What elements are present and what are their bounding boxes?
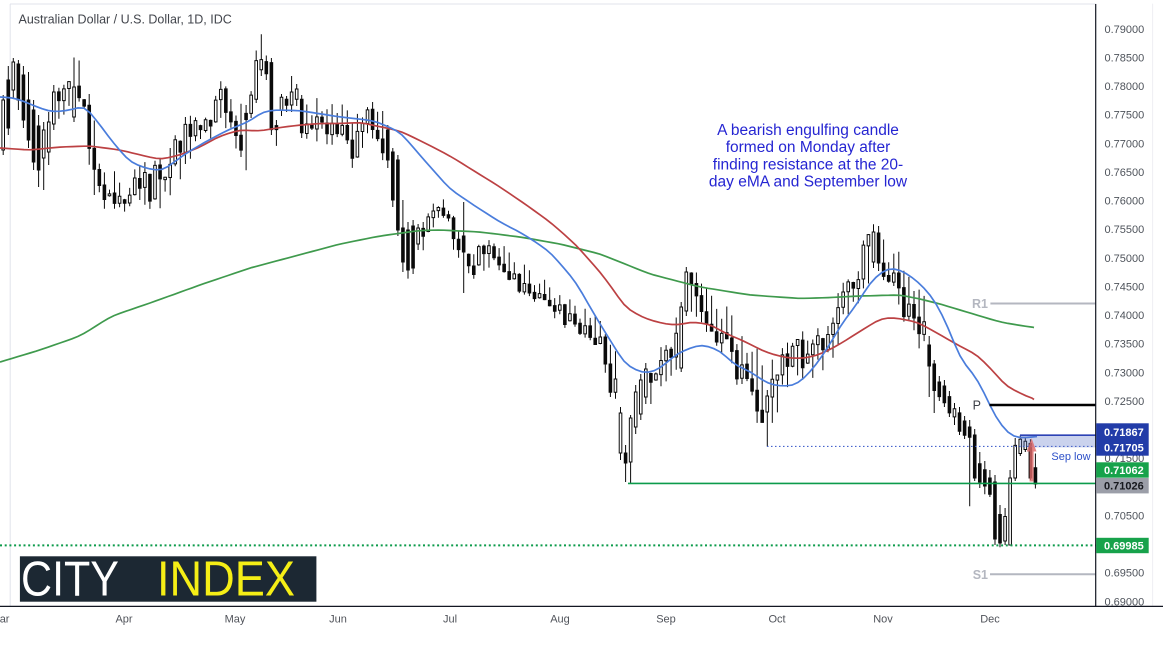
svg-text:day eMA and September low: day eMA and September low [709, 174, 908, 191]
svg-text:formed on Monday after: formed on Monday after [726, 139, 891, 156]
svg-text:Aug: Aug [550, 614, 570, 626]
svg-text:0.76500: 0.76500 [1105, 167, 1145, 179]
svg-text:A bearish engulfing candle: A bearish engulfing candle [717, 122, 899, 139]
svg-text:CITY: CITY [21, 553, 119, 607]
svg-text:0.73500: 0.73500 [1105, 339, 1145, 351]
svg-text:0.69985: 0.69985 [1104, 541, 1144, 553]
svg-text:S1: S1 [973, 568, 988, 582]
svg-text:0.75000: 0.75000 [1105, 253, 1145, 265]
svg-text:R1: R1 [972, 297, 988, 311]
svg-text:P: P [973, 399, 981, 413]
svg-text:0.69500: 0.69500 [1105, 568, 1145, 580]
svg-text:INDEX: INDEX [157, 553, 295, 607]
svg-text:0.71062: 0.71062 [1104, 465, 1144, 477]
svg-text:0.72500: 0.72500 [1105, 396, 1145, 408]
svg-text:Mar: Mar [0, 614, 10, 626]
svg-text:0.75500: 0.75500 [1105, 224, 1145, 236]
svg-text:0.76000: 0.76000 [1105, 196, 1145, 208]
svg-text:0.71867: 0.71867 [1104, 427, 1144, 439]
svg-text:0.70500: 0.70500 [1105, 510, 1145, 522]
svg-text:Jul: Jul [443, 614, 457, 626]
svg-text:Oct: Oct [768, 614, 785, 626]
svg-text:Jun: Jun [329, 614, 347, 626]
svg-text:0.71705: 0.71705 [1104, 443, 1144, 455]
svg-text:0.73000: 0.73000 [1105, 367, 1145, 379]
svg-text:Australian Dollar / U.S. Dolla: Australian Dollar / U.S. Dollar, 1D, IDC [19, 13, 232, 27]
svg-text:0.74500: 0.74500 [1105, 281, 1145, 293]
svg-text:0.74000: 0.74000 [1105, 310, 1145, 322]
svg-text:0.69000: 0.69000 [1105, 596, 1145, 608]
svg-text:0.78000: 0.78000 [1105, 81, 1145, 93]
svg-text:Sep: Sep [656, 614, 676, 626]
svg-text:Sep low: Sep low [1051, 451, 1090, 463]
svg-text:0.71026: 0.71026 [1104, 481, 1144, 493]
svg-text:0.79000: 0.79000 [1105, 24, 1145, 36]
svg-text:Dec: Dec [980, 614, 1000, 626]
svg-text:0.78500: 0.78500 [1105, 52, 1145, 64]
svg-text:May: May [225, 614, 246, 626]
svg-text:0.77500: 0.77500 [1105, 110, 1145, 122]
svg-text:Nov: Nov [873, 614, 893, 626]
svg-text:0.77000: 0.77000 [1105, 138, 1145, 150]
svg-text:finding resistance at the 20-: finding resistance at the 20- [713, 156, 903, 173]
svg-text:Apr: Apr [115, 614, 132, 626]
svg-text:0.71500: 0.71500 [1105, 453, 1145, 465]
